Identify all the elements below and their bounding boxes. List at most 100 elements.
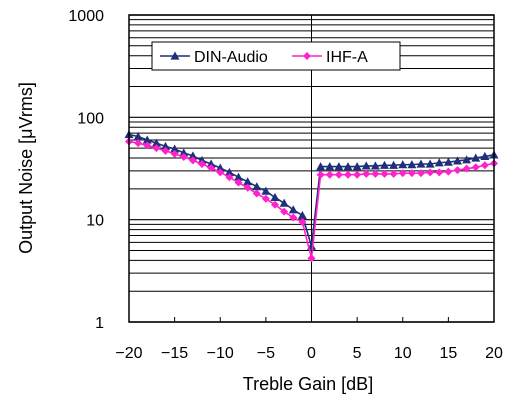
data-point xyxy=(170,149,179,158)
data-point xyxy=(471,163,480,172)
x-axis-title: Treble Gain [dB] xyxy=(243,374,373,394)
data-point xyxy=(398,169,407,178)
legend-label: IHF-A xyxy=(326,49,368,66)
data-point xyxy=(325,162,335,171)
data-point xyxy=(288,205,298,214)
x-tick-label: 20 xyxy=(485,345,503,362)
data-point xyxy=(453,156,462,165)
y-tick-label: 10 xyxy=(86,213,104,230)
data-point xyxy=(298,217,307,226)
data-point xyxy=(316,162,326,171)
data-point xyxy=(252,182,262,191)
data-point xyxy=(142,135,152,144)
data-point xyxy=(370,161,380,170)
legend-label: DIN-Audio xyxy=(194,49,268,66)
data-point xyxy=(425,159,435,168)
data-point xyxy=(271,200,279,209)
data-point xyxy=(371,169,380,178)
y-tick-label: 1 xyxy=(95,315,104,332)
x-tick-label: 5 xyxy=(353,345,362,362)
y-tick-label: 1000 xyxy=(68,8,104,25)
data-point xyxy=(243,177,253,186)
data-point xyxy=(316,170,325,179)
data-point xyxy=(407,160,417,169)
data-point xyxy=(443,157,453,166)
data-point xyxy=(462,155,472,164)
data-point xyxy=(352,162,362,171)
data-point xyxy=(334,162,344,171)
data-point xyxy=(480,161,489,170)
x-tick-label: −15 xyxy=(161,345,188,362)
x-tick-label: 0 xyxy=(307,345,316,362)
data-point xyxy=(207,163,216,172)
data-point xyxy=(206,159,216,168)
data-point xyxy=(398,160,408,169)
data-point xyxy=(179,148,189,157)
data-point xyxy=(462,164,471,173)
series-din-audio xyxy=(124,129,499,250)
data-point xyxy=(280,207,289,216)
data-point xyxy=(243,183,252,192)
data-point xyxy=(389,169,398,178)
data-point xyxy=(380,160,389,169)
data-point xyxy=(416,159,426,168)
data-point xyxy=(161,146,170,155)
data-point xyxy=(198,159,206,168)
y-axis: 1 10 100 1000 xyxy=(68,8,104,332)
data-point xyxy=(426,168,435,177)
data-point xyxy=(151,138,161,147)
data-point xyxy=(471,153,481,162)
data-point xyxy=(361,161,371,170)
data-point xyxy=(417,169,425,178)
legend-marker xyxy=(170,51,180,60)
data-point xyxy=(234,172,243,181)
series-ihf-a xyxy=(125,137,498,263)
data-point xyxy=(197,155,207,164)
data-point xyxy=(143,141,152,150)
data-point xyxy=(270,192,280,202)
y-axis-title: Output Noise [μVrms] xyxy=(16,82,36,254)
data-point xyxy=(261,194,270,203)
data-point xyxy=(152,144,161,153)
data-point xyxy=(343,162,353,171)
data-point xyxy=(215,163,225,172)
data-point xyxy=(224,167,234,176)
x-axis: −20 −15 −10 −5 0 5 10 15 20 xyxy=(115,317,503,362)
data-point xyxy=(216,168,225,177)
x-tick-label: 10 xyxy=(394,345,412,362)
data-point xyxy=(252,189,261,198)
data-point xyxy=(362,169,371,178)
data-point xyxy=(334,170,343,179)
data-point xyxy=(179,152,188,161)
data-point xyxy=(480,151,490,161)
data-point xyxy=(434,158,444,167)
data-point xyxy=(234,178,243,187)
data-point xyxy=(279,198,289,207)
data-point xyxy=(453,166,462,175)
data-point xyxy=(261,186,271,195)
data-point xyxy=(297,210,307,220)
data-point xyxy=(353,170,362,179)
data-point xyxy=(170,144,180,153)
data-point xyxy=(289,213,298,222)
x-tick-label: −20 xyxy=(115,345,142,362)
data-point xyxy=(134,139,143,148)
data-point xyxy=(188,156,197,165)
data-point xyxy=(435,168,444,177)
legend-marker xyxy=(303,52,311,60)
data-point xyxy=(161,141,170,150)
x-tick-label: −5 xyxy=(257,345,275,362)
data-point xyxy=(344,170,352,179)
legend-box xyxy=(151,41,401,71)
data-point xyxy=(389,160,399,169)
data-point xyxy=(407,169,416,178)
data-point xyxy=(307,254,316,263)
y-tick-label: 100 xyxy=(77,110,104,127)
x-tick-label: −10 xyxy=(207,345,234,362)
data-point xyxy=(444,167,453,176)
legend: DIN-Audio IHF-A xyxy=(151,41,401,71)
data-point xyxy=(133,131,143,141)
data-point xyxy=(225,173,234,182)
data-point xyxy=(380,169,389,178)
